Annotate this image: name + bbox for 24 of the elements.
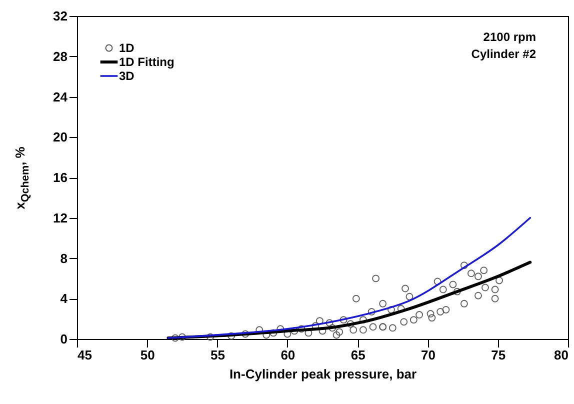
y-tick-label: 4 bbox=[60, 291, 68, 306]
y-tick-label: 24 bbox=[53, 89, 68, 104]
legend-label: 1D bbox=[119, 41, 135, 55]
x-tick-label: 50 bbox=[140, 348, 155, 362]
y-tick-label: 12 bbox=[53, 210, 68, 226]
y-tick-label: 32 bbox=[53, 8, 68, 24]
x-axis-title: In-Cylinder peak pressure, bar bbox=[229, 366, 417, 382]
x-tick-label: 45 bbox=[78, 348, 92, 362]
x-tick-label: 75 bbox=[491, 348, 506, 362]
y-tick-label: 0 bbox=[60, 332, 68, 346]
x-tick-label: 65 bbox=[350, 348, 366, 362]
legend-label: 1D Fitting bbox=[119, 55, 174, 69]
y-tick-label: 16 bbox=[53, 170, 68, 185]
annotation: 2100 rpm bbox=[483, 30, 536, 44]
annotation: Cylinder #2 bbox=[471, 47, 536, 61]
y-tick-label: 8 bbox=[60, 250, 68, 266]
x-tick-label: 70 bbox=[420, 348, 436, 362]
x-tick-label: 80 bbox=[554, 348, 568, 362]
line-series bbox=[167, 216, 532, 339]
legend-label: 3D bbox=[119, 69, 135, 83]
y-tick-label: 20 bbox=[53, 130, 68, 145]
x-tick-label: 60 bbox=[280, 348, 296, 362]
y-tick-label: 28 bbox=[53, 48, 68, 64]
x-tick-label: 55 bbox=[210, 348, 226, 362]
